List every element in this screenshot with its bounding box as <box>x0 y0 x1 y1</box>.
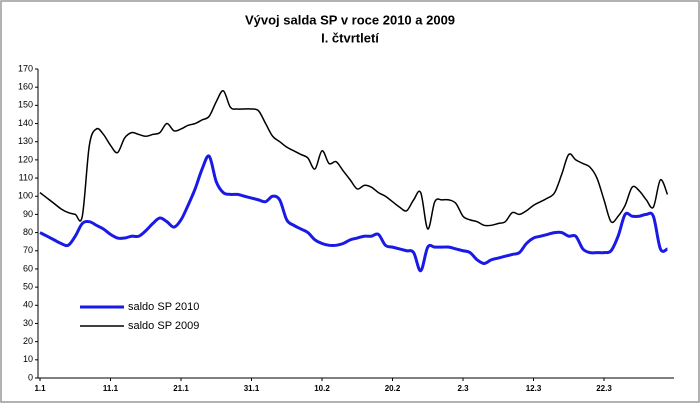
chart-subtitle: I. čtvrtletí <box>321 30 379 45</box>
x-tick-label: 1.1 <box>34 384 46 393</box>
y-tick-label: 40 <box>23 300 33 310</box>
y-tick-label: 80 <box>23 227 33 237</box>
x-tick-label: 31.1 <box>244 384 260 393</box>
y-tick-label: 100 <box>18 191 33 201</box>
y-tick-label: 60 <box>23 263 33 273</box>
y-tick-label: 0 <box>28 372 33 382</box>
y-tick-label: 50 <box>23 281 33 291</box>
y-tick-label: 30 <box>23 318 33 328</box>
x-tick-label: 21.1 <box>173 384 189 393</box>
x-tick-label: 22.3 <box>596 384 612 393</box>
x-tick-label: 10.2 <box>314 384 330 393</box>
y-tick-label: 20 <box>23 336 33 346</box>
y-tick-label: 120 <box>18 154 33 164</box>
series-line <box>39 90 669 230</box>
x-tick-label: 20.2 <box>385 384 401 393</box>
y-tick-label: 90 <box>23 209 33 219</box>
y-tick-label: 150 <box>18 100 33 110</box>
chart-title: Vývoj salda SP v roce 2010 a 2009 <box>245 12 455 27</box>
y-tick-label: 110 <box>19 172 33 182</box>
y-tick-label: 70 <box>23 245 33 255</box>
y-tick-label: 160 <box>18 82 33 92</box>
x-tick-label: 12.3 <box>526 384 542 393</box>
legend-label: saldo SP 2010 <box>128 301 199 313</box>
series-line <box>39 154 669 273</box>
y-tick-label: 170 <box>18 63 33 73</box>
y-tick-label: 140 <box>18 118 33 128</box>
legend-label: saldo SP 2009 <box>128 320 199 332</box>
x-tick-label: 11.1 <box>103 384 119 393</box>
x-tick-label: 2.3 <box>457 384 469 393</box>
y-tick-label: 10 <box>23 354 33 364</box>
y-tick-label: 130 <box>18 136 33 146</box>
